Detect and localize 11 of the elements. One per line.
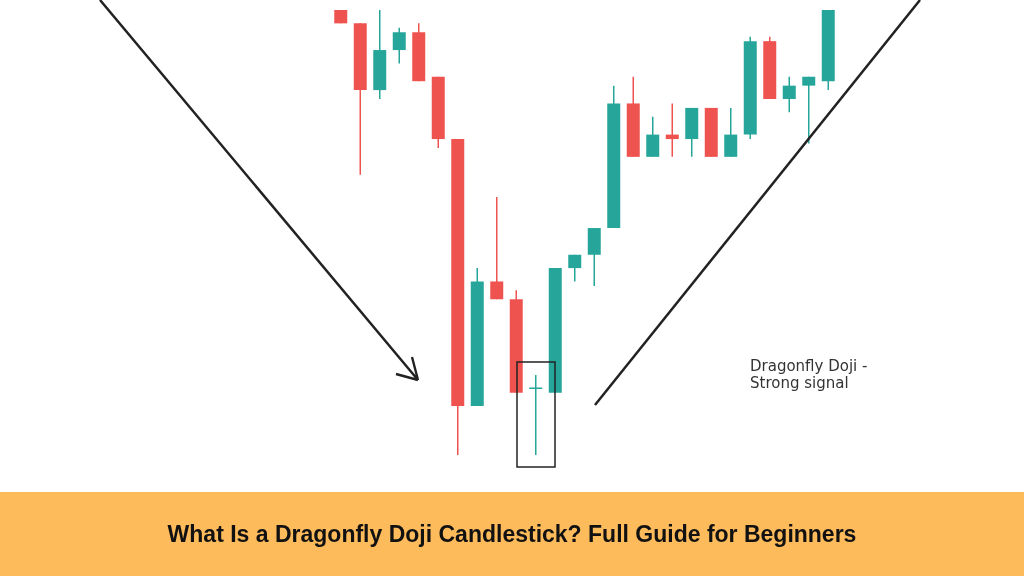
candlestick (568, 254, 582, 283)
candlestick (528, 374, 543, 456)
candlestick (490, 196, 504, 300)
annotation: Dragonfly Doji - Strong signal (750, 357, 869, 392)
candlestick (782, 76, 796, 114)
candlestick (646, 116, 660, 158)
candlestick (724, 107, 738, 158)
candlestick (802, 76, 816, 145)
text: What Is a Dragonfly Doji Candlestick? Full Guide for Beginners (167, 520, 857, 549)
candlestick (665, 102, 679, 158)
candlestick (392, 27, 406, 65)
